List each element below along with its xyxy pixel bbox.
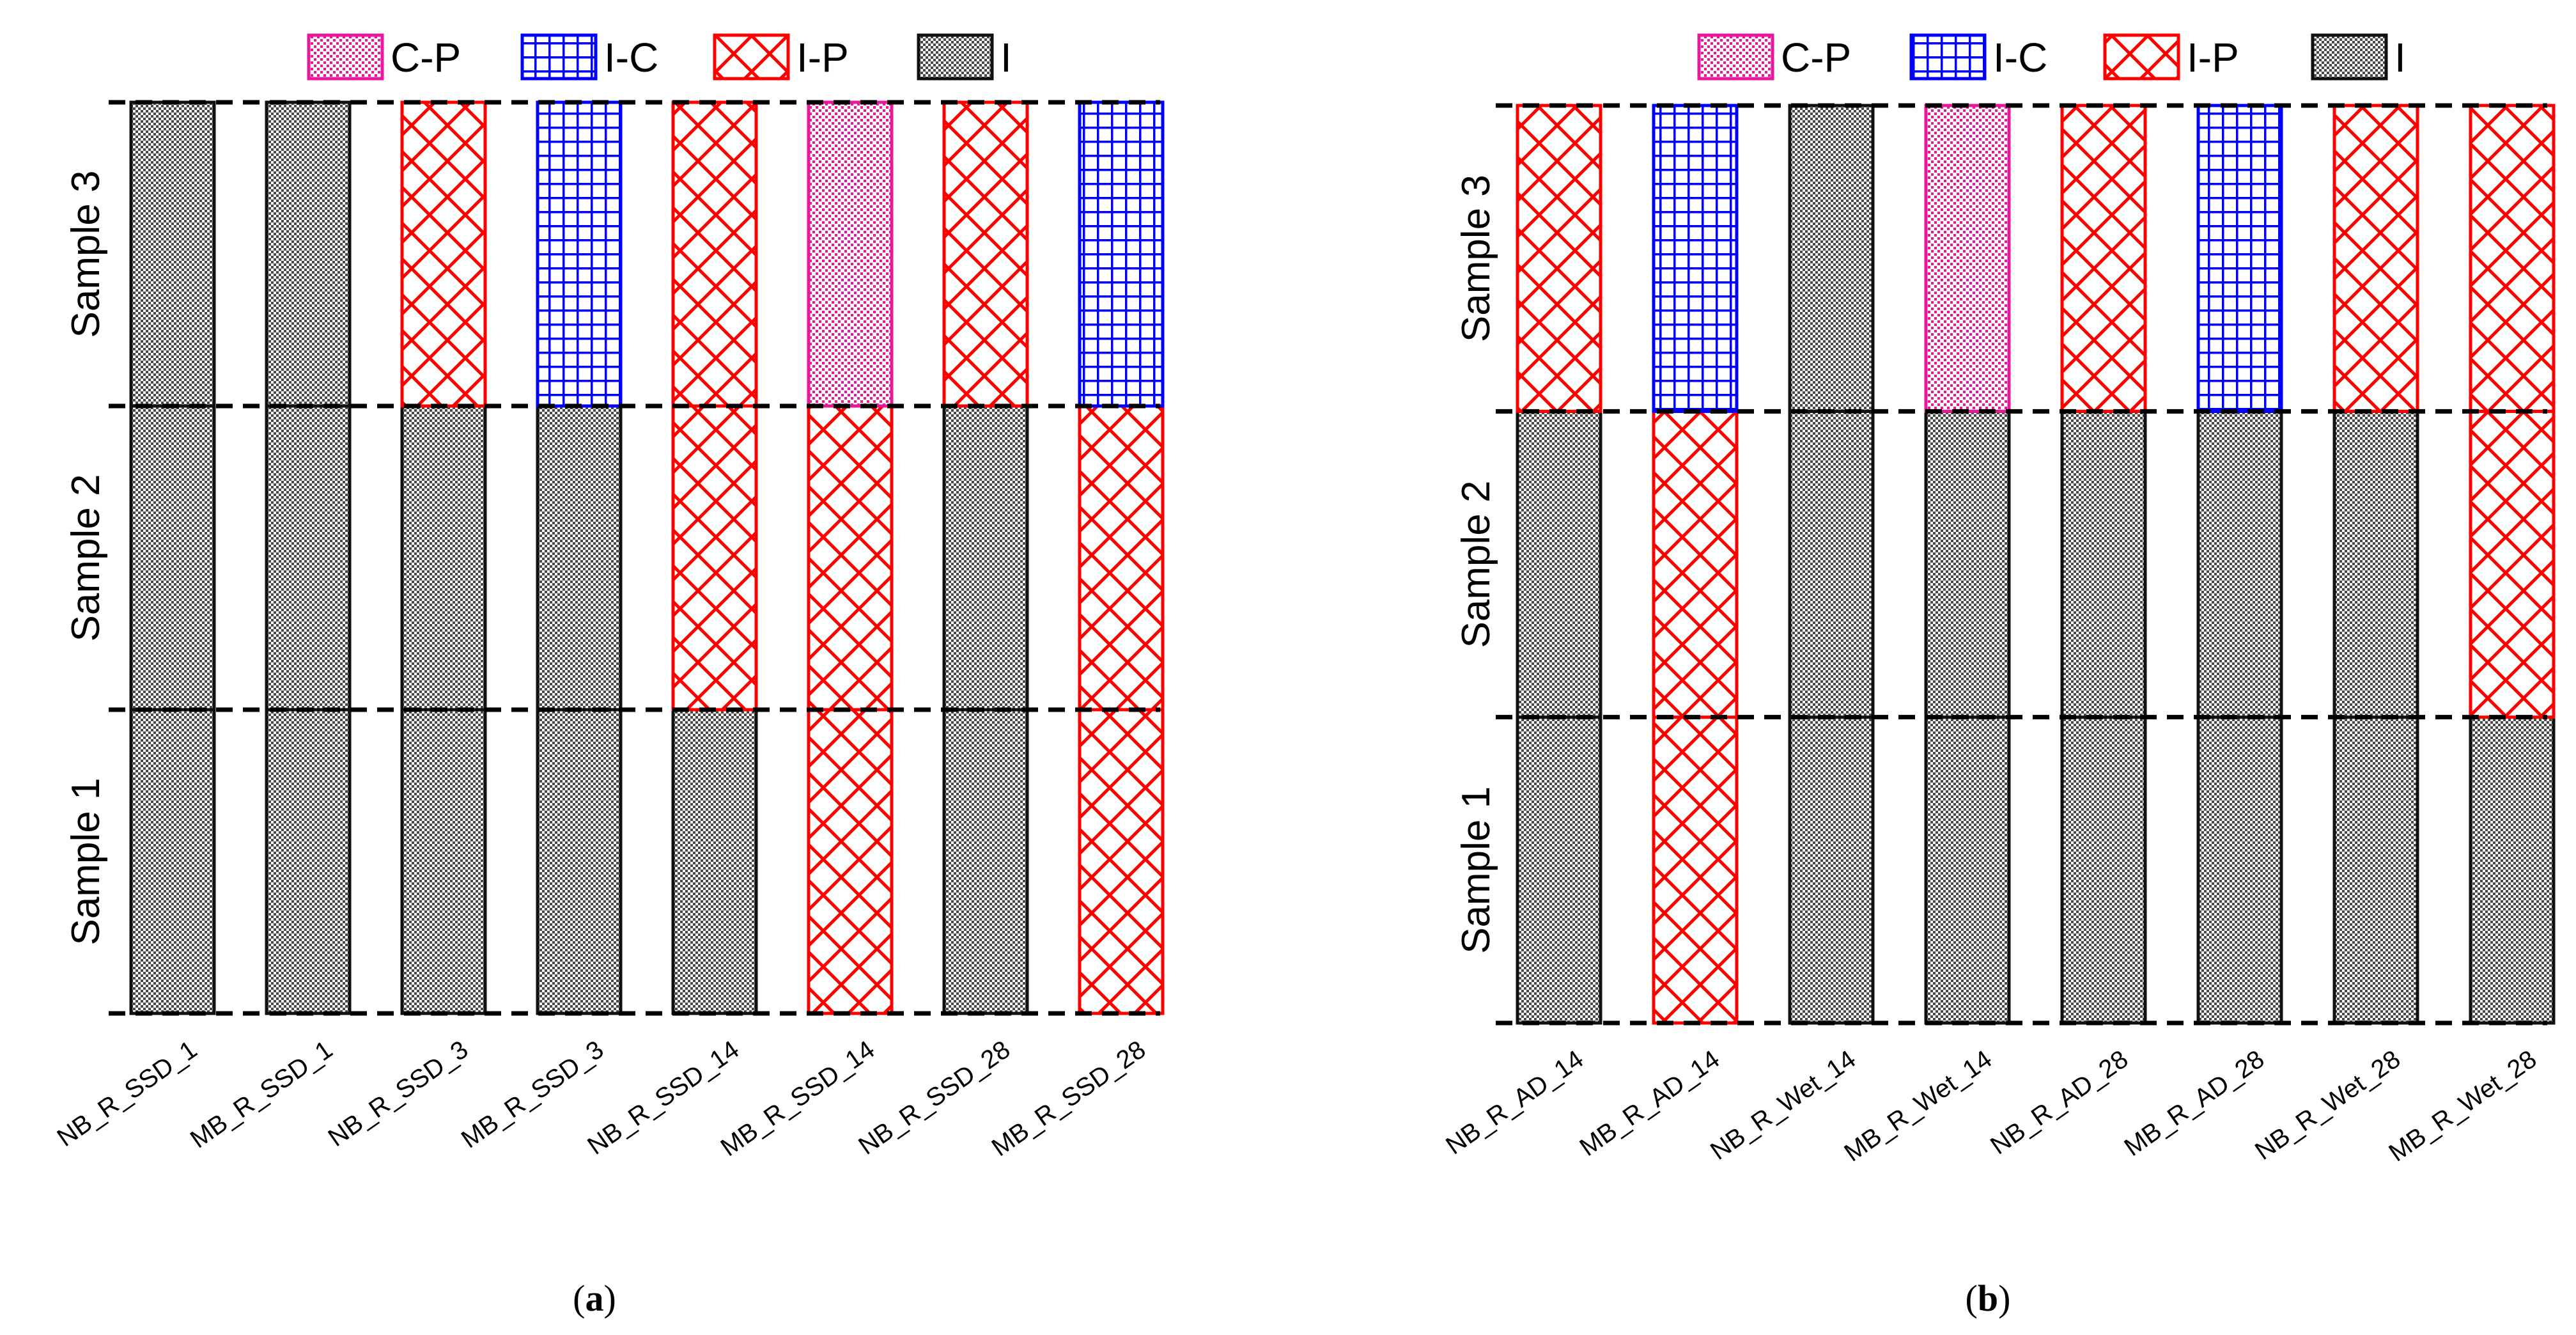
bar-mb-r-wet-28-sample-2-i-p bbox=[2469, 409, 2556, 719]
panel-b-chart: C-P I-C I-P I Sample 1 Sample 2 Sample 3 NB_R… bbox=[1441, 33, 2556, 1319]
bar-mb-r-ssd-14-sample-1-i-p bbox=[807, 708, 894, 1015]
bar-mb-r-ad-14-sample-3-i-c bbox=[1652, 104, 1739, 413]
x-tick-label: MB_R_SSD_1 bbox=[185, 1035, 338, 1153]
row-label-sample-1: Sample 1 bbox=[1454, 786, 1498, 954]
panel-a-row-labels: Sample 1 Sample 2 Sample 3 bbox=[64, 171, 108, 946]
bar-mb-r-ssd-14-sample-3-c-p bbox=[807, 100, 894, 408]
bar-nb-r-wet-28-sample-1-i bbox=[2332, 715, 2419, 1025]
row-label-sample-2: Sample 2 bbox=[1454, 481, 1498, 648]
x-tick-label: MB_R_Wet_28 bbox=[2384, 1045, 2541, 1167]
panel-a-legend: C-P I-C I-P I bbox=[307, 33, 1012, 81]
row-label-sample-3: Sample 3 bbox=[64, 171, 108, 338]
bar-nb-r-ssd-3-sample-3-i-p bbox=[400, 100, 487, 408]
bar-nb-r-ssd-14-sample-3-i-p bbox=[671, 100, 758, 408]
x-tick-label: MB_R_Wet_14 bbox=[1839, 1045, 1997, 1167]
bar-mb-r-ssd-28-sample-3-i-c bbox=[1078, 100, 1165, 408]
bar-mb-r-ssd-28-sample-2-i-p bbox=[1078, 404, 1165, 712]
x-tick-label: NB_R_SSD_1 bbox=[52, 1035, 203, 1152]
bar-mb-r-ad-14-sample-2-i-p bbox=[1652, 409, 1739, 719]
panel-b-row-dividers bbox=[1496, 103, 2547, 1026]
bar-mb-r-ad-28-sample-3-i-c bbox=[2196, 104, 2283, 413]
legend-swatch-c-p bbox=[1697, 33, 1774, 81]
bar-mb-r-ssd-1-sample-1-i bbox=[265, 708, 352, 1015]
bar-nb-r-ssd-28-sample-1-i bbox=[942, 708, 1029, 1015]
legend-label-i: I bbox=[1000, 35, 1012, 81]
bar-nb-r-ssd-28-sample-2-i bbox=[942, 404, 1029, 712]
legend-label-i-p: I-P bbox=[2187, 35, 2239, 81]
legend-label-c-p: C-P bbox=[1781, 35, 1851, 81]
row-label-sample-3: Sample 3 bbox=[1454, 175, 1498, 342]
bar-nb-r-ad-28-sample-3-i-p bbox=[2060, 104, 2147, 413]
legend-label-i-p: I-P bbox=[796, 35, 849, 81]
bar-nb-r-ssd-14-sample-2-i-p bbox=[671, 404, 758, 712]
legend-swatch-i-c bbox=[1909, 33, 1987, 81]
bar-mb-r-ad-28-sample-2-i bbox=[2196, 409, 2283, 719]
legend-label-i-c: I-C bbox=[1993, 35, 2047, 81]
bar-mb-r-wet-14-sample-3-c-p bbox=[1924, 104, 2011, 413]
panel-a-chart: C-P I-C I-P I Sample 1 Sample 2 Sample 3 NB_R… bbox=[52, 33, 1165, 1319]
bar-nb-r-ad-14-sample-2-i bbox=[1516, 409, 1602, 719]
legend-swatch-i-p bbox=[713, 33, 790, 81]
bar-nb-r-wet-28-sample-3-i-p bbox=[2332, 104, 2419, 413]
x-tick-label: NB_R_Wet_28 bbox=[2250, 1045, 2405, 1166]
x-tick-label: MB_R_AD_28 bbox=[2120, 1045, 2270, 1162]
bar-nb-r-ad-28-sample-2-i bbox=[2060, 409, 2147, 719]
legend-label-i-c: I-C bbox=[604, 35, 658, 81]
row-label-sample-2: Sample 2 bbox=[64, 474, 108, 642]
panel-b-row-labels: Sample 1 Sample 2 Sample 3 bbox=[1454, 175, 1498, 954]
bar-mb-r-ssd-1-sample-2-i bbox=[265, 404, 352, 712]
bar-nb-r-ssd-1-sample-2-i bbox=[129, 404, 216, 712]
bar-mb-r-ad-28-sample-1-i bbox=[2196, 715, 2283, 1025]
bar-nb-r-ad-14-sample-1-i bbox=[1516, 715, 1602, 1025]
bar-mb-r-ssd-14-sample-2-i-p bbox=[807, 404, 894, 712]
legend-label-i: I bbox=[2394, 35, 2406, 81]
legend-swatch-i-p bbox=[2103, 33, 2180, 81]
bar-mb-r-ssd-3-sample-1-i bbox=[536, 708, 623, 1015]
bar-mb-r-ssd-1-sample-3-i bbox=[265, 100, 352, 408]
bar-nb-r-ssd-3-sample-2-i bbox=[400, 404, 487, 712]
bar-mb-r-wet-14-sample-1-i bbox=[1924, 715, 2011, 1025]
bar-nb-r-wet-14-sample-3-i bbox=[1788, 104, 1875, 413]
panel-b-x-tick-labels: NB_R_AD_14MB_R_AD_14NB_R_Wet_14MB_R_Wet_… bbox=[1441, 1045, 2541, 1167]
panel-a-x-tick-labels: NB_R_SSD_1MB_R_SSD_1NB_R_SSD_3MB_R_SSD_3… bbox=[52, 1035, 1151, 1162]
panel-b-legend: C-P I-C I-P I bbox=[1697, 33, 2406, 81]
x-tick-label: NB_R_AD_14 bbox=[1441, 1045, 1588, 1160]
bar-nb-r-ssd-3-sample-1-i bbox=[400, 708, 487, 1015]
bar-nb-r-wet-14-sample-1-i bbox=[1788, 715, 1875, 1025]
legend-label-c-p: C-P bbox=[391, 35, 461, 81]
x-tick-label: NB_R_AD_28 bbox=[1985, 1045, 2133, 1160]
x-tick-label: NB_R_SSD_3 bbox=[323, 1035, 474, 1152]
bar-nb-r-ssd-14-sample-1-i bbox=[671, 708, 758, 1015]
panel-a-label: (a) bbox=[573, 1277, 616, 1319]
panel-a-bars bbox=[129, 100, 1165, 1015]
bar-mb-r-wet-28-sample-3-i-p bbox=[2469, 104, 2556, 413]
bar-nb-r-ssd-28-sample-3-i-p bbox=[942, 100, 1029, 408]
legend-swatch-c-p bbox=[307, 33, 384, 81]
legend-swatch-i-c bbox=[520, 33, 598, 81]
bar-mb-r-ssd-28-sample-1-i-p bbox=[1078, 708, 1165, 1015]
bar-mb-r-ad-14-sample-1-i-p bbox=[1652, 715, 1739, 1025]
legend-swatch-i bbox=[2311, 33, 2388, 81]
panel-b-label: (b) bbox=[1966, 1277, 2011, 1319]
panel-a-row-dividers bbox=[109, 100, 1160, 1016]
bar-mb-r-wet-28-sample-1-i bbox=[2469, 715, 2556, 1025]
bar-nb-r-ad-14-sample-3-i-p bbox=[1516, 104, 1602, 413]
bar-nb-r-ssd-1-sample-1-i bbox=[129, 708, 216, 1015]
bar-nb-r-ssd-1-sample-3-i bbox=[129, 100, 216, 408]
bar-mb-r-ssd-3-sample-2-i bbox=[536, 404, 623, 712]
bar-mb-r-wet-14-sample-2-i bbox=[1924, 409, 2011, 719]
row-label-sample-1: Sample 1 bbox=[64, 778, 108, 946]
legend-swatch-i bbox=[917, 33, 994, 81]
x-tick-label: MB_R_AD_14 bbox=[1575, 1045, 1725, 1162]
bar-nb-r-ad-28-sample-1-i bbox=[2060, 715, 2147, 1025]
x-tick-label: NB_R_Wet_14 bbox=[1705, 1045, 1861, 1166]
bar-mb-r-ssd-3-sample-3-i-c bbox=[536, 100, 623, 408]
bar-nb-r-wet-28-sample-2-i bbox=[2332, 409, 2419, 719]
panel-b-bars bbox=[1516, 104, 2556, 1025]
bar-nb-r-wet-14-sample-2-i bbox=[1788, 409, 1875, 719]
